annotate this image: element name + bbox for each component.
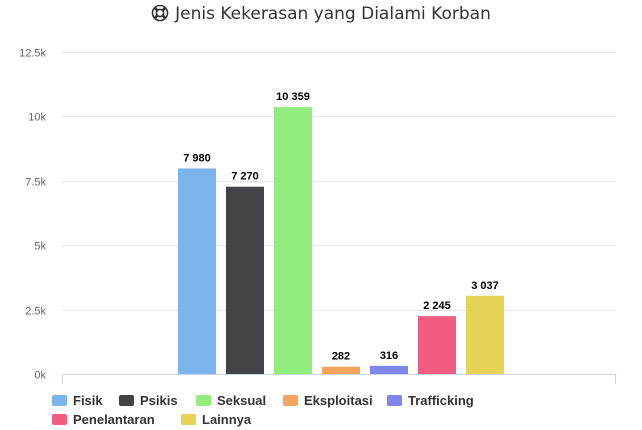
legend-swatch bbox=[52, 394, 67, 406]
data-label: 7 270 bbox=[231, 171, 259, 183]
legend-item[interactable]: Eksploitasi bbox=[283, 391, 387, 409]
legend-label: Seksual bbox=[217, 392, 267, 408]
legend-label: Psikis bbox=[140, 392, 178, 408]
legend-item[interactable]: Lainnya bbox=[181, 411, 261, 429]
bar bbox=[226, 186, 264, 374]
legend-label: Fisik bbox=[73, 392, 103, 408]
legend-item[interactable]: Seksual bbox=[196, 391, 283, 409]
y-tick-label: 0k bbox=[34, 370, 46, 382]
legend-label: Penelantaran bbox=[73, 412, 155, 427]
data-label: 282 bbox=[332, 351, 350, 363]
bar bbox=[466, 295, 504, 374]
chart-title-row: Jenis Kekerasan yang Dialami Korban bbox=[0, 4, 642, 27]
legend-swatch bbox=[181, 414, 196, 425]
data-label: 7 980 bbox=[183, 152, 211, 164]
legend-item[interactable]: Psikis bbox=[119, 391, 196, 409]
legend-item[interactable]: Trafficking bbox=[387, 391, 506, 409]
legend-swatch bbox=[119, 394, 134, 406]
data-label: 10 359 bbox=[276, 91, 310, 103]
bar bbox=[274, 107, 312, 374]
bar bbox=[322, 366, 360, 374]
data-label: 3 037 bbox=[471, 280, 499, 292]
legend-swatch bbox=[283, 394, 298, 406]
legend-item[interactable]: Fisik bbox=[52, 391, 119, 409]
bar bbox=[178, 168, 216, 374]
legend-item[interactable]: Penelantaran bbox=[52, 411, 181, 429]
legend-swatch bbox=[387, 394, 402, 406]
legend-label: Eksploitasi bbox=[304, 392, 373, 408]
data-label: 316 bbox=[380, 350, 398, 362]
legend-swatch bbox=[196, 394, 211, 406]
y-tick-label: 10k bbox=[28, 112, 46, 124]
y-tick-label: 2.5k bbox=[25, 306, 46, 318]
bar bbox=[418, 316, 456, 374]
y-tick-label: 12.5k bbox=[19, 48, 46, 60]
legend-label: Trafficking bbox=[408, 392, 474, 408]
chart-title: Jenis Kekerasan yang Dialami Korban bbox=[175, 4, 491, 24]
legend-label: Lainnya bbox=[202, 412, 252, 427]
legend-swatch bbox=[52, 414, 67, 425]
legend: Fisik Psikis Seksual Eksploitasi Trafficking… bbox=[52, 391, 632, 430]
lifebuoy-icon bbox=[151, 4, 169, 27]
bar bbox=[370, 365, 408, 374]
y-tick-label: 7.5k bbox=[25, 177, 46, 189]
data-label: 2 245 bbox=[423, 300, 451, 312]
y-tick-label: 5k bbox=[34, 241, 46, 253]
